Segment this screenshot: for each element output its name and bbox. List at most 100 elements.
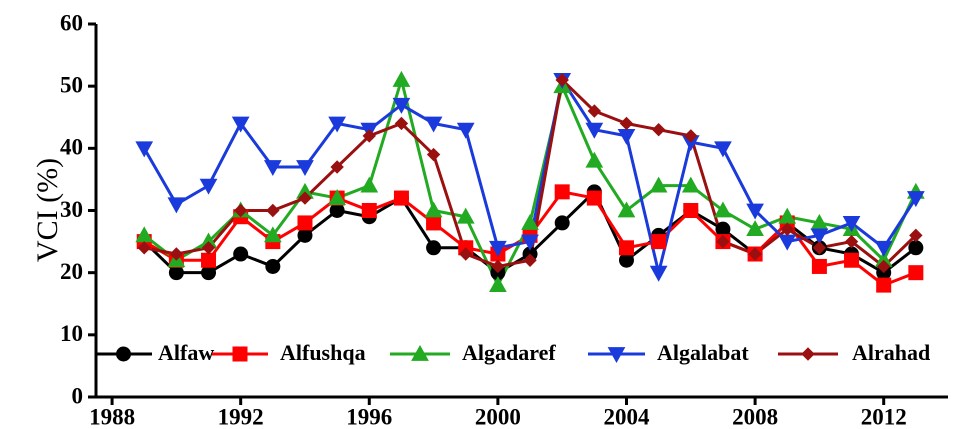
legend-item-alfushqa: Alfushqa (212, 340, 366, 365)
data-point-alfushqa (876, 277, 892, 293)
data-point-alfushqa (618, 240, 634, 256)
data-point-algalabat (135, 141, 154, 158)
data-point-alfaw (329, 203, 345, 218)
data-point-algalabat (874, 240, 893, 257)
data-point-algadaref (746, 220, 764, 237)
legend-label-alfaw: Alfaw (158, 340, 214, 365)
data-point-alfushqa (683, 203, 699, 218)
data-point-alfaw (618, 252, 634, 268)
x-tick-label: 1996 (346, 404, 392, 429)
data-point-alrahad (137, 241, 151, 255)
data-point-algadaref (649, 176, 668, 193)
y-axis-label: VCI (%) (31, 158, 64, 262)
data-point-algadaref (456, 207, 475, 224)
data-point-algalabat (263, 160, 282, 177)
data-point-alrahad (876, 259, 891, 274)
data-point-alfushqa (586, 190, 602, 206)
data-point-alfushqa (651, 234, 667, 250)
data-point-algalabat (296, 160, 314, 177)
data-point-alrahad (330, 160, 344, 174)
data-point-algalabat (746, 203, 764, 220)
data-point-alrahad (780, 222, 794, 236)
data-point-alfaw (233, 246, 249, 262)
data-point-algadaref (392, 70, 411, 87)
legend-label-algalabat: Algalabat (657, 340, 749, 365)
legend-item-alfaw: Alfaw (95, 340, 214, 365)
data-point-alrahad (651, 122, 666, 137)
data-point-alrahad (298, 191, 312, 205)
data-point-algalabat (328, 116, 346, 133)
data-point-alfushqa (426, 215, 442, 231)
data-point-algalabat (521, 234, 539, 251)
data-point-algalabat (778, 234, 797, 251)
legend-marker-algalabat (607, 347, 626, 364)
data-point-algadaref (263, 226, 282, 243)
data-point-algadaref (617, 201, 636, 218)
data-point-alrahad (169, 247, 184, 261)
data-point-alrahad (491, 259, 505, 274)
data-point-algadaref (521, 213, 539, 230)
data-point-alrahad (233, 203, 248, 218)
data-point-algadaref (328, 189, 346, 205)
legend-marker-alrahad (801, 347, 815, 361)
data-point-alrahad (812, 241, 827, 255)
data-point-alfushqa (554, 184, 570, 200)
x-tick-label: 1992 (218, 404, 264, 429)
x-tick-label: 1988 (89, 404, 135, 429)
data-point-alfushqa (297, 215, 313, 231)
data-point-alfushqa (811, 258, 827, 274)
legend-marker-alfushqa (232, 346, 248, 362)
data-point-algalabat (489, 240, 507, 257)
data-point-alrahad (362, 129, 376, 143)
data-point-alrahad (684, 129, 698, 143)
data-point-alrahad (748, 247, 762, 261)
data-point-alfaw (715, 221, 731, 237)
data-point-alrahad (587, 104, 602, 118)
legend-marker-alfaw (116, 346, 131, 362)
data-point-algalabat (617, 129, 636, 145)
data-point-alrahad (909, 228, 923, 243)
data-point-alrahad (459, 247, 473, 261)
data-point-alrahad (619, 116, 634, 131)
data-point-alfushqa (361, 203, 377, 218)
data-point-alfushqa (844, 252, 860, 268)
y-tick-label: 30 (60, 197, 83, 222)
data-point-alfushqa (393, 190, 409, 206)
x-tick-label: 2000 (475, 404, 521, 429)
data-point-alrahad (716, 234, 730, 249)
data-point-alrahad (555, 73, 569, 87)
y-tick-label: 50 (60, 72, 83, 97)
y-tick-label: 20 (60, 259, 83, 284)
data-point-algalabat (199, 178, 218, 195)
y-tick-label: 40 (60, 135, 83, 160)
data-point-algalabat (810, 228, 829, 245)
series-markers-layer (135, 70, 925, 293)
data-point-algalabat (585, 122, 604, 139)
data-point-alfaw (554, 215, 570, 231)
data-point-algalabat (842, 216, 861, 232)
data-point-alfushqa (201, 252, 217, 268)
legend-item-alrahad: Alrahad (778, 340, 930, 365)
data-point-algalabat (167, 197, 186, 214)
axes-layer: 0 10 20 30 40 50 60 1988 1992 1996 2000 2004 2008 201… (60, 10, 948, 429)
data-point-algalabat (231, 116, 250, 133)
legend-item-algadaref: Algadaref (390, 340, 556, 365)
legend-item-algalabat: Algalabat (588, 340, 749, 365)
y-tick-label: 10 (60, 321, 83, 346)
data-point-alfaw (265, 258, 281, 274)
data-point-alrahad (201, 241, 216, 255)
data-point-alrahad (426, 147, 441, 162)
legend-label-algadaref: Algadaref (462, 340, 556, 365)
data-point-algalabat (649, 265, 668, 282)
x-tick-label: 2004 (603, 404, 650, 429)
data-point-algadaref (424, 201, 443, 218)
legend: Alfaw Alfushqa Algadaref Algalabat Alrahad (95, 340, 930, 365)
data-point-alrahad (266, 203, 280, 218)
data-point-alfaw (201, 265, 217, 281)
legend-label-alfushqa: Alfushqa (280, 340, 366, 365)
data-point-algalabat (456, 122, 475, 139)
data-point-alfushqa (908, 265, 924, 281)
data-point-algalabat (424, 116, 443, 133)
